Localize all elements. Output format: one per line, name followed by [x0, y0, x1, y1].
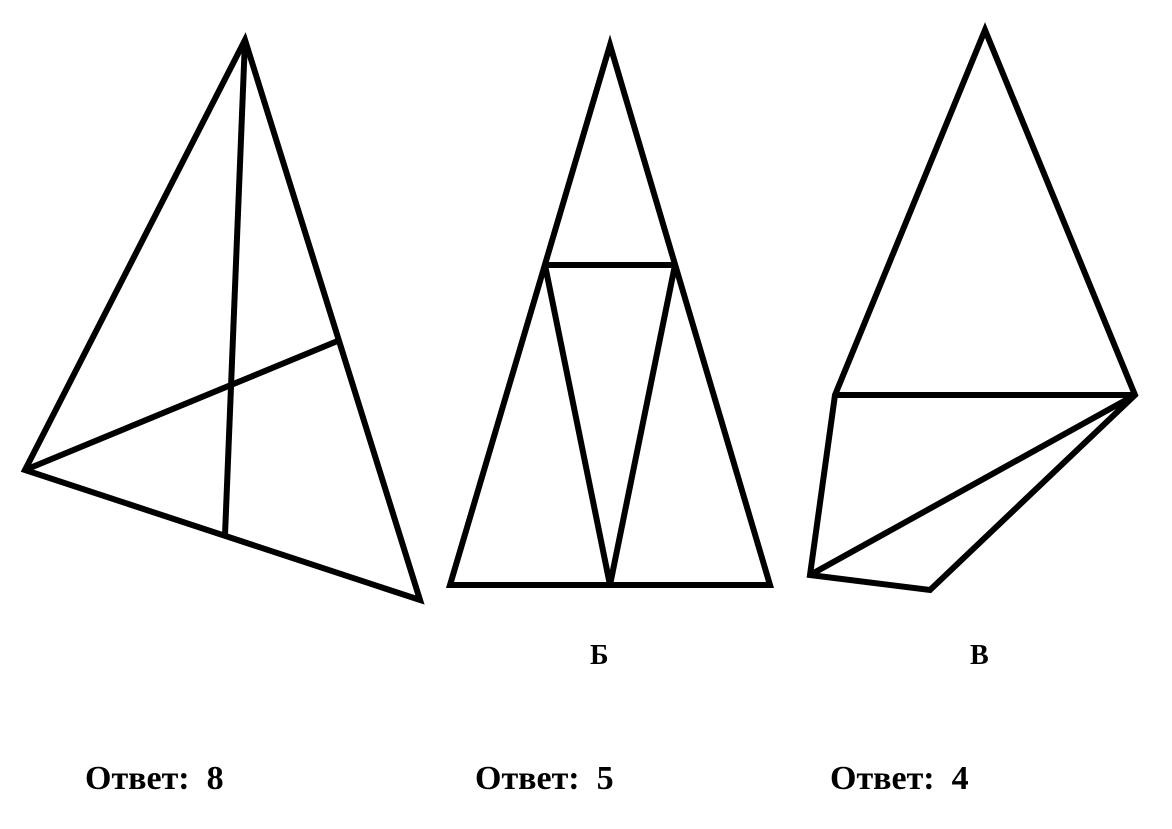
label-figure-b: Б — [590, 640, 609, 672]
figure-c-svg — [790, 15, 1150, 595]
fig-b-outer-triangle — [450, 45, 770, 585]
fig-a-cevian-2 — [225, 40, 245, 535]
figure-b-svg — [440, 30, 780, 590]
answer-c-prefix: Ответ: — [830, 760, 935, 797]
figure-a — [10, 20, 430, 610]
fig-c-outer — [810, 30, 1135, 590]
label-figure-c: В — [970, 640, 989, 672]
figure-c — [790, 15, 1150, 595]
answer-c: Ответ: 4 — [830, 760, 969, 798]
answer-a-value: 8 — [207, 760, 224, 797]
fig-a-cevian-1 — [25, 340, 340, 470]
answer-b: Ответ: 5 — [475, 760, 614, 798]
fig-a-outer-triangle — [25, 40, 420, 600]
answer-a-prefix: Ответ: — [85, 760, 190, 797]
fig-b-inner-left — [545, 265, 610, 585]
figure-b — [440, 30, 780, 590]
answer-b-value: 5 — [597, 760, 614, 797]
figure-a-svg — [10, 20, 430, 610]
answer-b-prefix: Ответ: — [475, 760, 580, 797]
fig-b-inner-right — [610, 265, 675, 585]
answer-a: Ответ: 8 — [85, 760, 224, 798]
answer-c-value: 4 — [952, 760, 969, 797]
